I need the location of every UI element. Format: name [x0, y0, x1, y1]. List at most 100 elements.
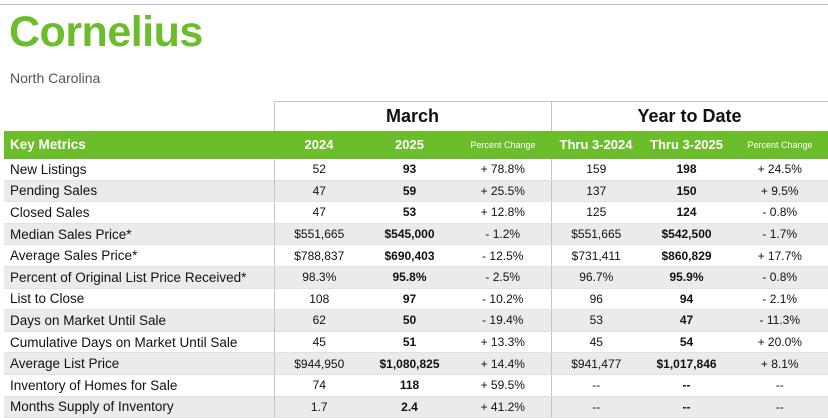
cell-ytd-percent-change: - 0.8%	[732, 266, 828, 289]
table-row: List to Close 108 97- 10.2% 96 94- 2.1%	[4, 288, 828, 311]
cell-2024: 52	[273, 158, 364, 181]
cell-thru-2025: 150	[641, 180, 733, 203]
top-divider	[0, 4, 828, 5]
cell-thru-2025: 95.9%	[641, 266, 733, 289]
cell-ytd-percent-change: + 24.5%	[732, 158, 828, 181]
table-row: Days on Market Until Sale 62 50- 19.4% 53 47…	[4, 309, 828, 332]
cell-percent-change: - 19.4%	[455, 309, 552, 332]
cell-2025: 51	[364, 331, 455, 354]
cell-2025: 53	[364, 201, 455, 224]
cell-2024: 98.3%	[273, 266, 364, 289]
cell-2024: $944,950	[273, 352, 364, 375]
cell-2024: $551,665	[273, 223, 364, 246]
column-header-2024: 2024	[304, 137, 334, 152]
metric-label: Months Supply of Inventory	[4, 396, 274, 418]
cell-2024: 62	[273, 309, 364, 332]
metric-label: Percent of Original List Price Received*	[4, 266, 274, 289]
cell-thru-2024: $941,477	[551, 352, 642, 375]
table-row: Inventory of Homes for Sale 74 118 + 59.5% -…	[4, 374, 828, 397]
cell-2025: 2.4	[364, 396, 455, 418]
cell-thru-2024: $731,411	[551, 244, 642, 267]
cell-ytd-percent-change: --	[732, 396, 828, 418]
column-header-row: Key Metrics 2024 2025 Percent Change Thr…	[4, 130, 828, 159]
cell-percent-change: + 59.5%	[455, 374, 552, 397]
cell-thru-2024: $551,665	[551, 223, 642, 246]
cell-percent-change: + 41.2%	[455, 396, 552, 418]
cell-2025: 118	[364, 374, 455, 397]
cell-2025: 50	[364, 309, 455, 332]
cell-thru-2024: 159	[551, 158, 642, 181]
metrics-body: New Listings 52 93 + 78.8% 159 198 + 24.5% Pend…	[4, 158, 828, 418]
key-metrics-table: March Year to Date Key Metrics 2024 2025…	[4, 101, 828, 418]
cell-ytd-percent-change: + 17.7%	[732, 244, 828, 267]
cell-thru-2024: 125	[551, 201, 642, 224]
cell-ytd-percent-change: + 20.0%	[732, 331, 828, 354]
group-header-blank	[4, 102, 274, 131]
cell-ytd-percent-change: - 2.1%	[732, 288, 828, 311]
cell-ytd-percent-change: --	[732, 374, 828, 397]
metric-label: Cumulative Days on Market Until Sale	[4, 331, 274, 354]
page-subtitle: North Carolina	[10, 70, 101, 86]
group-header-row: March Year to Date	[4, 101, 828, 131]
cell-ytd-percent-change: - 0.8%	[732, 201, 828, 224]
cell-thru-2025: $860,829	[641, 244, 733, 267]
cell-thru-2024: --	[551, 374, 642, 397]
cell-2025: 59	[364, 180, 455, 203]
cell-thru-2025: 124	[641, 201, 733, 224]
cell-2024: 47	[273, 180, 364, 203]
cell-percent-change: + 14.4%	[455, 352, 552, 375]
cell-percent-change: + 12.8%	[455, 201, 552, 224]
cell-thru-2024: --	[551, 396, 642, 418]
cell-thru-2024: 96.7%	[551, 266, 642, 289]
cell-2025: 93	[364, 158, 455, 181]
cell-thru-2024: 137	[551, 180, 642, 203]
metric-label: Days on Market Until Sale	[4, 309, 274, 332]
metric-label: Average List Price	[4, 352, 274, 375]
column-header-key-metrics: Key Metrics	[10, 137, 86, 152]
cell-2024: 45	[273, 331, 364, 354]
cell-thru-2025: 47	[641, 309, 733, 332]
table-row: Average Sales Price* $788,837 $690,403- 12…	[4, 244, 828, 267]
cell-ytd-percent-change: - 11.3%	[732, 309, 828, 332]
table-row: Pending Sales 47 59 + 25.5% 137 150 + 9.5%	[4, 180, 828, 203]
cell-thru-2024: 96	[551, 288, 642, 311]
cell-percent-change: + 25.5%	[455, 180, 552, 203]
cell-ytd-percent-change: + 9.5%	[732, 180, 828, 203]
cell-thru-2025: 94	[641, 288, 733, 311]
metric-label: New Listings	[4, 158, 274, 181]
cell-percent-change: - 12.5%	[455, 244, 552, 267]
column-header-thru-2025: Thru 3-2025	[650, 137, 723, 152]
cell-2024: 1.7	[273, 396, 364, 418]
cell-thru-2025: --	[641, 374, 733, 397]
column-header-ytd-percent-change: Percent Change	[747, 139, 813, 150]
table-row: Median Sales Price* $551,665 $545,000- 1.2…	[4, 223, 828, 246]
cell-thru-2024: 45	[551, 331, 642, 354]
table-row: New Listings 52 93 + 78.8% 159 198 + 24.5%	[4, 158, 828, 181]
metric-label: Inventory of Homes for Sale	[4, 374, 274, 397]
column-header-2025: 2025	[395, 137, 424, 152]
metric-label: Pending Sales	[4, 180, 274, 203]
metric-label: Median Sales Price*	[4, 223, 274, 246]
table-row: Average List Price $944,950 $1,080,825 + 14…	[4, 352, 828, 375]
column-header-thru-2024: Thru 3-2024	[559, 137, 633, 152]
metric-label: List to Close	[4, 288, 274, 311]
cell-2024: 47	[273, 201, 364, 224]
cell-2025: 95.8%	[364, 266, 455, 289]
cell-thru-2025: --	[641, 396, 733, 418]
metric-label: Average Sales Price*	[4, 244, 274, 267]
cell-percent-change: + 13.3%	[455, 331, 552, 354]
cell-2025: $545,000	[364, 223, 455, 246]
cell-percent-change: - 1.2%	[455, 223, 552, 246]
column-header-percent-change: Percent Change	[470, 139, 536, 150]
table-row: Percent of Original List Price Received*…	[4, 266, 828, 289]
table-row: Months Supply of Inventory 1.7 2.4 + 41.2% -…	[4, 396, 828, 418]
metric-label: Closed Sales	[4, 201, 274, 224]
group-header-ytd: Year to Date	[551, 101, 828, 131]
cell-2024: $788,837	[273, 244, 364, 267]
cell-thru-2025: $1,017,846	[641, 352, 733, 375]
cell-thru-2025: 198	[641, 158, 733, 181]
page-title: Cornelius	[9, 8, 203, 56]
cell-2024: 74	[273, 374, 364, 397]
table-row: Cumulative Days on Market Until Sale 45 51…	[4, 331, 828, 354]
table-row: Closed Sales 47 53 + 12.8% 125 124- 0.8%	[4, 201, 828, 224]
